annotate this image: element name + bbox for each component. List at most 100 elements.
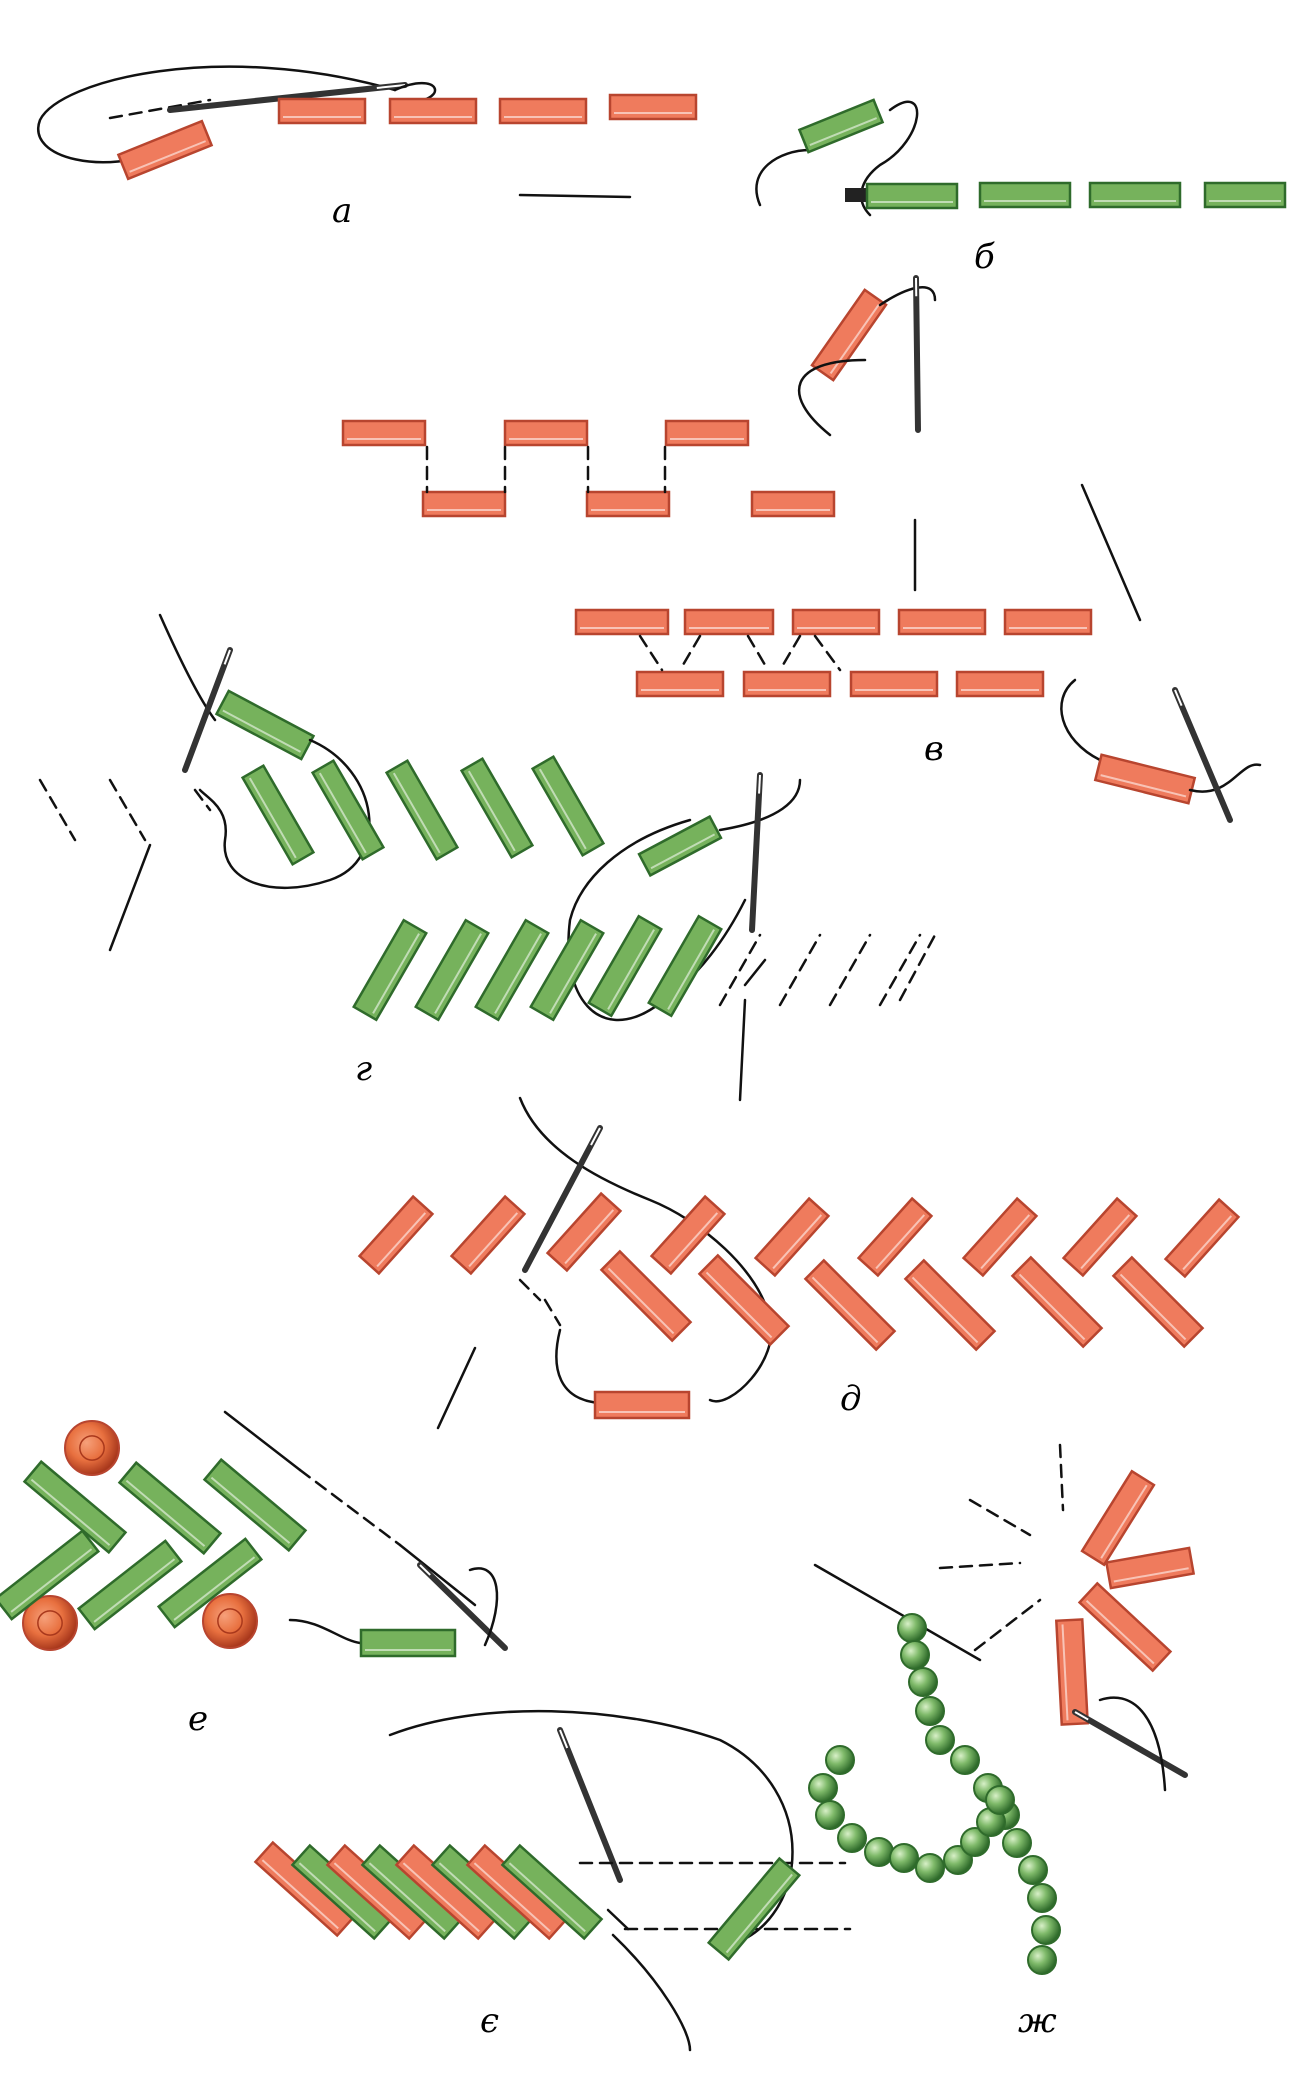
red-bugle-bead: [1111, 1255, 1205, 1349]
bead-highlight: [1113, 1567, 1189, 1583]
thread-curve: [198, 738, 371, 889]
thread-line: [436, 1346, 477, 1430]
green-round-bead: [1018, 1855, 1048, 1885]
bead-highlight: [809, 117, 878, 146]
hidden-thread-path: [108, 778, 147, 842]
bead-hole: [37, 1610, 63, 1636]
thread-curve: [288, 1618, 362, 1645]
red-bugle-bead: [903, 1258, 997, 1352]
bead-highlight: [1085, 1600, 1155, 1665]
bead-highlight: [248, 777, 297, 859]
thread-line: [398, 1543, 477, 1607]
hidden-thread-path: [938, 1561, 1022, 1570]
green-bugle-bead: [240, 763, 316, 867]
red-bugle-bead: [388, 97, 478, 125]
thread-curve: [567, 818, 747, 1022]
green-round-bead: [960, 1827, 990, 1857]
bead-highlight: [473, 1862, 551, 1933]
label-zh: ж: [1018, 2001, 1057, 2041]
green-bugle-bead: [529, 918, 605, 1022]
bead-highlight: [650, 833, 716, 870]
bead-highlight: [125, 1479, 206, 1547]
hidden-thread-path: [543, 1298, 562, 1327]
bead-highlight: [772, 1214, 823, 1270]
needle-eye: [223, 649, 231, 665]
green-round-bead: [808, 1773, 838, 1803]
green-bugle-bead: [117, 1460, 223, 1556]
green-bugle-bead: [459, 756, 535, 860]
bead-highlight: [980, 1214, 1031, 1270]
green-round-bead: [1002, 1828, 1032, 1858]
red-bugle-bead: [1010, 1255, 1104, 1349]
bead-highlight: [434, 933, 482, 1014]
green-bugle-bead: [414, 918, 490, 1022]
green-bugle-bead: [587, 914, 663, 1018]
green-round-bead: [825, 1745, 855, 1775]
red-bugle-bead: [635, 670, 725, 698]
thread-curve: [797, 358, 867, 437]
bead-highlight: [392, 772, 441, 854]
thread-curve: [611, 1933, 692, 2052]
red-bugle-bead: [897, 608, 987, 636]
bead-highlight: [368, 1862, 446, 1933]
red-bugle-bead: [116, 119, 214, 181]
green-bugle-bead: [706, 1856, 802, 1962]
bead-highlight: [1100, 774, 1187, 798]
green-bugle-bead: [978, 181, 1072, 209]
red-bugle-bead: [753, 1196, 831, 1278]
hidden-thread-path: [968, 1498, 1032, 1537]
hidden-thread-path: [878, 933, 922, 1007]
hidden-thread-path: [813, 634, 842, 672]
bead-hole: [217, 1608, 243, 1634]
red-bugle-bead: [803, 1258, 897, 1352]
thread-line: [1080, 483, 1142, 622]
green-round-bead: [985, 1785, 1015, 1815]
bead-highlight: [508, 1862, 586, 1933]
bead-highlight: [1119, 1273, 1187, 1341]
green-round-bead: [837, 1823, 867, 1853]
bead-highlight: [705, 1271, 773, 1339]
needle-icon: [1072, 1709, 1188, 1778]
label-d: д: [840, 1379, 862, 1419]
red-bugle-bead: [545, 1191, 623, 1273]
red-bugle-bead: [1163, 1197, 1241, 1279]
hidden-thread-path: [678, 634, 702, 672]
hidden-thread-path: [193, 788, 212, 812]
bead-highlight: [467, 770, 516, 852]
hidden-thread-path: [638, 634, 664, 672]
green-bugle-bead: [76, 1539, 184, 1631]
bead-highlight: [372, 933, 420, 1014]
bead-highlight: [538, 768, 587, 850]
bead-highlight: [549, 933, 597, 1014]
green-round-bead: [915, 1696, 945, 1726]
green-round-bead: [900, 1640, 930, 1670]
label-v: в: [924, 729, 944, 769]
red-bugle-bead: [1061, 1196, 1139, 1278]
red-bugle-bead: [421, 490, 507, 518]
needle-icon: [1172, 687, 1233, 823]
red-bugle-bead: [1093, 753, 1197, 805]
red-bugle-bead: [955, 670, 1045, 698]
needle-icon: [167, 82, 408, 113]
red-bugle-bead: [697, 1253, 791, 1347]
green-round-bead: [915, 1853, 945, 1883]
green-round-bead: [889, 1843, 919, 1873]
green-bugle-bead: [359, 1628, 457, 1658]
needle-icon: [417, 1562, 508, 1651]
label-ye: є: [480, 2001, 499, 2041]
bead-hole: [79, 1435, 105, 1461]
green-bugle-bead: [865, 182, 959, 210]
thread-line: [606, 1908, 630, 1931]
label-e: е: [188, 1699, 208, 1739]
green-bugle-bead: [214, 689, 316, 761]
green-bugle-bead: [530, 754, 606, 858]
red-bugle-bead: [1077, 1581, 1173, 1673]
bead-highlight: [298, 1862, 376, 1933]
hidden-thread-path: [108, 98, 212, 120]
hidden-thread-path: [898, 933, 937, 1002]
bead-highlight: [1100, 1484, 1148, 1559]
needle-eye: [758, 774, 761, 794]
bead-highlight: [30, 1478, 111, 1546]
bead-highlight: [494, 933, 542, 1014]
